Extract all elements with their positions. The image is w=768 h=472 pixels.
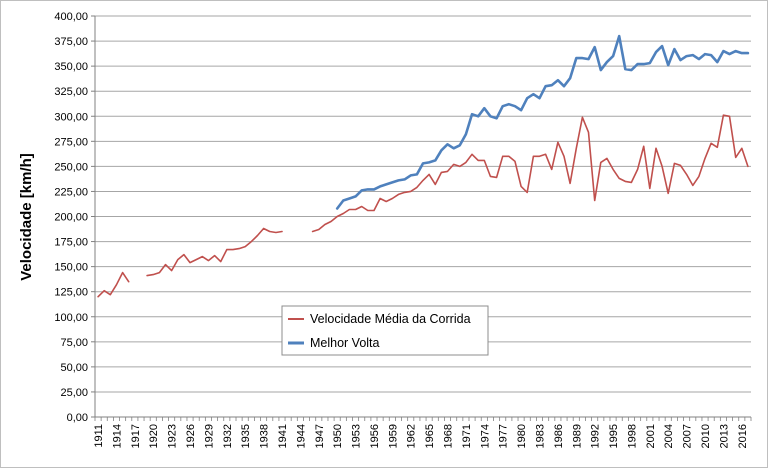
series-lines [97,34,750,298]
x-tick-label: 1968 [443,424,455,448]
y-tick-label: 325,00 [54,86,88,98]
x-tick-label: 1998 [626,424,638,448]
x-tick-label: 1935 [240,424,252,448]
legend-label-velocidade-media: Velocidade Média da Corrida [310,312,471,326]
y-tick-label: 275,00 [54,136,88,148]
x-tick-label: 1926 [185,424,197,448]
y-tick-label: 100,00 [54,312,88,324]
x-tick-label: 1980 [516,424,528,448]
x-tick-label: 1953 [351,424,363,448]
x-tick-label: 1974 [479,424,491,448]
y-tick-label: 250,00 [54,161,88,173]
y-axis-title: Velocidade [km/h] [18,153,35,281]
series-line-velocidade-media [311,114,749,233]
y-tick-label: 25,00 [60,387,88,399]
y-tick-label: 175,00 [54,237,88,249]
y-tick-label: 375,00 [54,36,88,48]
legend-label-melhor-volta: Melhor Volta [310,336,380,350]
x-tick-label: 1914 [111,424,123,448]
x-tick-label: 1965 [424,424,436,448]
y-tick-label: 50,00 [60,362,88,374]
x-tick-label: 1992 [590,424,602,448]
x-tick-label: 2007 [682,424,694,448]
series-line-melhor-volta [335,34,750,210]
legend-box [281,305,489,356]
y-tick-label: 400,00 [54,11,88,23]
y-tick-label: 200,00 [54,212,88,224]
x-tick-label: 1932 [222,424,234,448]
x-tick-label: 1983 [534,424,546,448]
series-line-velocidade-media [146,227,283,277]
x-tick-label: 1956 [369,424,381,448]
y-tick-label: 0,00 [67,412,88,424]
x-tick-label: 1962 [406,424,418,448]
y-tick-label: 300,00 [54,111,88,123]
x-tick-label: 1986 [553,424,565,448]
x-tick-label: 1959 [387,424,399,448]
x-tick-label: 1950 [332,424,344,448]
gridlines [95,15,751,418]
y-tick-label: 150,00 [54,262,88,274]
y-tick-labels: 0,00 25,00 50,00 75,00 100,00 125,00 150,00 175… [54,11,95,424]
x-tick-label: 1938 [259,424,271,448]
y-tick-label: 350,00 [54,61,88,73]
x-tick-label: 1923 [167,424,179,448]
x-tick-label: 1947 [314,424,326,448]
y-tick-label: 225,00 [54,186,88,198]
x-tick-label: 1977 [498,424,510,448]
x-tick-label: 2016 [737,424,749,448]
x-tick-label: 1944 [295,424,307,448]
x-tick-label: 1917 [130,424,142,448]
x-tick-label: 1941 [277,424,289,448]
x-tick-label: 1911 [93,424,105,448]
x-tick-label: 1989 [571,424,583,448]
x-tick-label: 1971 [461,424,473,448]
legend: Velocidade Média da Corrida Melhor Volta [281,305,489,356]
x-tick-label: 1929 [203,424,215,448]
x-tick-label: 2001 [645,424,657,448]
x-tick-label: 1920 [148,424,160,448]
y-tick-label: 125,00 [54,287,88,299]
x-tick-label: 2013 [718,424,730,448]
y-tick-label: 75,00 [60,337,88,349]
x-tick-labels: 1911 1914 1917 1920 1923 1926 1929 1932 1935 1938… [93,417,752,448]
x-tick-label: 2010 [700,424,712,448]
x-tick-label: 2004 [663,424,675,448]
series-line-velocidade-media [97,271,130,298]
x-tick-label: 1995 [608,424,620,448]
